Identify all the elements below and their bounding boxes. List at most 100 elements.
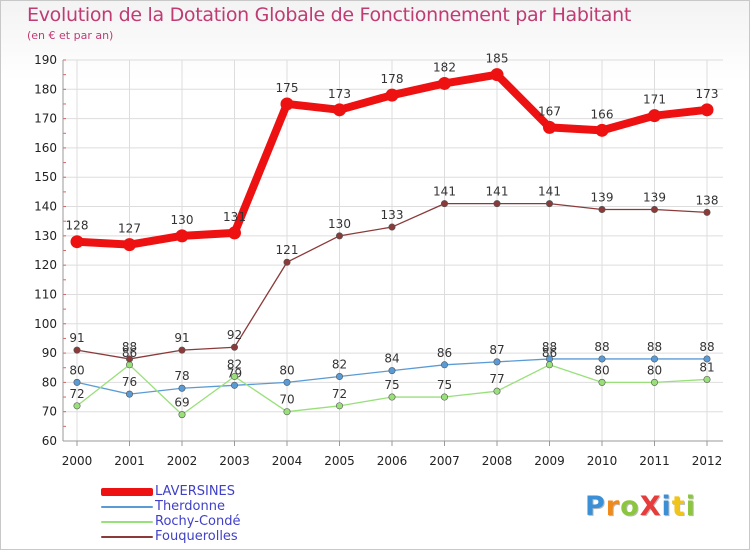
data-label-rochy-cond--2003: 82 <box>227 358 242 372</box>
data-label-rochy-cond--2012: 81 <box>699 360 714 374</box>
x-tick-label-2004: 2004 <box>272 454 303 468</box>
y-tick-label-160: 160 <box>34 141 57 155</box>
data-point-rochy-cond--2007 <box>440 393 448 401</box>
data-point-fouquerolles-2006 <box>388 223 396 231</box>
data-point-fouquerolles-2003 <box>231 343 239 351</box>
data-label-rochy-cond--2009: 86 <box>542 346 557 360</box>
data-label-therdonne-2000: 80 <box>69 363 84 377</box>
x-tick-label-2000: 2000 <box>62 454 93 468</box>
data-label-rochy-cond--2010: 80 <box>594 363 609 377</box>
legend-label-rochy-cond-: Rochy-Condé <box>155 514 241 529</box>
data-label-therdonne-2005: 82 <box>332 358 347 372</box>
data-label-fouquerolles-2009: 141 <box>538 185 561 199</box>
data-point-therdonne-2003 <box>231 381 239 389</box>
x-tick-label-2003: 2003 <box>219 454 250 468</box>
data-point-therdonne-2006 <box>388 367 396 375</box>
data-label-rochy-cond--2001: 86 <box>122 346 137 360</box>
data-label-therdonne-2004: 80 <box>279 363 294 377</box>
data-label-therdonne-2009: 88 <box>542 340 557 354</box>
data-label-fouquerolles-2000: 91 <box>69 331 84 345</box>
data-point-rochy-cond--2011 <box>650 378 658 386</box>
data-label-therdonne-2011: 88 <box>647 340 662 354</box>
data-point-fouquerolles-2010 <box>598 205 606 213</box>
data-label-rochy-cond--2004: 70 <box>279 393 294 407</box>
logo-letter: r <box>605 491 621 522</box>
data-label-laversines-2004: 175 <box>276 81 299 95</box>
data-label-laversines-2003: 131 <box>223 210 246 224</box>
y-tick-label-140: 140 <box>34 200 57 214</box>
data-point-therdonne-2002 <box>178 384 186 392</box>
data-point-fouquerolles-2009 <box>545 200 553 208</box>
data-label-laversines-2011: 171 <box>643 93 666 107</box>
data-label-laversines-2010: 166 <box>591 107 614 121</box>
data-label-laversines-2006: 178 <box>381 72 404 86</box>
data-point-therdonne-2000 <box>73 378 81 386</box>
data-point-fouquerolles-2008 <box>493 200 501 208</box>
chart-title: Evolution de la Dotation Globale de Fonc… <box>27 4 632 26</box>
data-label-fouquerolles-2007: 141 <box>433 185 456 199</box>
data-label-laversines-2001: 127 <box>118 222 141 236</box>
data-label-therdonne-2001: 76 <box>122 375 137 389</box>
x-tick-label-2008: 2008 <box>482 454 513 468</box>
data-point-laversines-2003 <box>228 226 241 240</box>
x-tick-label-2002: 2002 <box>167 454 198 468</box>
data-label-rochy-cond--2005: 72 <box>332 387 347 401</box>
data-point-laversines-2000 <box>70 235 84 249</box>
x-tick-label-2007: 2007 <box>429 454 460 468</box>
logo-letter: P <box>585 491 606 522</box>
data-point-rochy-cond--2003 <box>231 373 239 381</box>
y-tick-label-180: 180 <box>34 82 57 96</box>
data-label-therdonne-2010: 88 <box>594 340 609 354</box>
data-point-laversines-2004 <box>280 97 294 111</box>
y-tick-label-150: 150 <box>34 170 57 184</box>
legend-swatch-laversines <box>101 488 153 496</box>
data-label-laversines-2002: 130 <box>171 213 194 227</box>
x-tick-label-2011: 2011 <box>639 454 670 468</box>
data-label-therdonne-2008: 87 <box>489 343 504 357</box>
x-tick-label-2012: 2012 <box>692 454 723 468</box>
data-point-therdonne-2010 <box>598 355 606 363</box>
data-label-fouquerolles-2012: 138 <box>696 193 719 207</box>
legend-label-therdonne: Therdonne <box>155 499 225 514</box>
data-point-therdonne-2008 <box>493 358 501 366</box>
data-point-laversines-2006 <box>385 88 399 102</box>
data-label-rochy-cond--2000: 72 <box>69 387 84 401</box>
data-point-fouquerolles-2011 <box>650 205 658 213</box>
data-label-fouquerolles-2004: 121 <box>276 243 299 257</box>
legend-swatch-therdonne <box>101 506 153 508</box>
data-point-rochy-cond--2001 <box>126 361 134 369</box>
data-point-rochy-cond--2002 <box>178 411 186 419</box>
x-tick-label-2009: 2009 <box>534 454 565 468</box>
data-label-laversines-2008: 185 <box>486 52 509 66</box>
data-point-fouquerolles-2007 <box>440 200 448 208</box>
data-point-rochy-cond--2005 <box>335 402 343 410</box>
y-tick-label-90: 90 <box>42 346 57 360</box>
data-label-therdonne-2012: 88 <box>699 340 714 354</box>
data-label-fouquerolles-2001: 88 <box>122 340 137 354</box>
logo-letter: i <box>661 491 672 522</box>
data-point-fouquerolles-2012 <box>703 208 711 216</box>
data-point-therdonne-2005 <box>335 373 343 381</box>
y-tick-label-60: 60 <box>42 434 57 448</box>
data-label-laversines-2005: 173 <box>328 87 351 101</box>
logo-letter: i <box>685 491 696 522</box>
legend-label-fouquerolles: Fouquerolles <box>155 529 238 544</box>
y-tick-label-70: 70 <box>42 405 57 419</box>
data-label-laversines-2007: 182 <box>433 60 456 74</box>
proxiti-logo: ProXiti <box>585 491 696 522</box>
data-label-laversines-2000: 128 <box>66 219 89 233</box>
data-point-rochy-cond--2004 <box>283 408 291 416</box>
legend-swatch-rochy-cond- <box>101 521 153 523</box>
data-label-rochy-cond--2006: 75 <box>384 378 399 392</box>
logo-letter: X <box>639 491 662 522</box>
data-point-rochy-cond--2009 <box>545 361 553 369</box>
x-tick-label-2001: 2001 <box>114 454 145 468</box>
data-point-rochy-cond--2010 <box>598 378 606 386</box>
y-tick-label-80: 80 <box>42 375 57 389</box>
chart-subtitle: (en € et par an) <box>27 29 114 42</box>
data-point-laversines-2007 <box>438 76 451 90</box>
data-point-fouquerolles-2000 <box>73 346 81 354</box>
x-tick-label-2010: 2010 <box>587 454 618 468</box>
data-label-laversines-2009: 167 <box>538 104 561 118</box>
